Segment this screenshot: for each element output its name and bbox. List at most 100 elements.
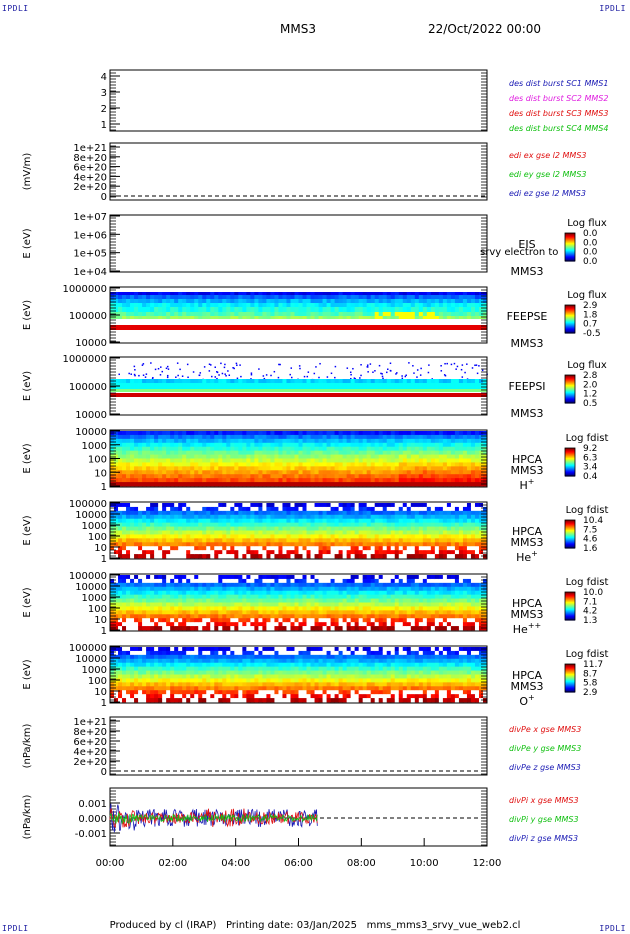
colorbar-cell — [565, 321, 575, 323]
spectrogram-cell — [222, 526, 227, 531]
spectrogram-cell — [266, 303, 271, 307]
spectrogram-cell — [166, 365, 169, 368]
spectrogram-cell — [130, 446, 135, 452]
spectrogram-cell — [298, 554, 303, 559]
y-tick-label: 10000 — [75, 410, 107, 421]
spectrogram-cell — [122, 522, 127, 527]
spectrogram-cell — [118, 434, 123, 440]
spectrogram-cell — [138, 299, 143, 303]
spectrogram-cell — [206, 518, 211, 524]
spectrogram-cell — [406, 462, 412, 467]
spectrogram-cell — [282, 478, 287, 483]
spectrogram-cell — [154, 534, 159, 539]
spectrogram-cell — [226, 316, 231, 319]
spectrogram-cell — [134, 626, 139, 631]
spectrogram-cell — [138, 374, 140, 377]
spectrogram-cell — [366, 454, 372, 459]
spectrogram-cell — [274, 450, 279, 455]
spectrogram-cell — [278, 510, 283, 516]
spectrogram-cell — [122, 534, 127, 539]
spectrogram-cell — [138, 458, 143, 463]
spectrogram-cell — [282, 458, 287, 463]
spectrogram-cell — [366, 542, 372, 547]
spectrogram-cell — [150, 446, 155, 452]
spectrogram-cell — [318, 442, 323, 448]
spectrogram-cell — [186, 466, 191, 471]
spectrogram-cell — [474, 446, 480, 452]
spectrogram-cell — [114, 295, 119, 299]
spectrogram-cell — [354, 526, 360, 531]
spectrogram-cell — [406, 438, 412, 444]
spectrogram-cell — [455, 368, 457, 370]
spectrogram-cell — [374, 325, 380, 330]
spectrogram-cell — [118, 550, 123, 555]
spectrogram-cell — [146, 614, 151, 619]
spectrogram-cell — [254, 393, 259, 397]
spectrogram-cell — [154, 614, 159, 619]
spectrogram-cell — [358, 303, 364, 307]
spectrogram-cell — [342, 470, 348, 475]
spectrogram-cell — [290, 325, 295, 330]
spectrogram-cell — [466, 292, 472, 295]
spectrogram-cell — [394, 438, 400, 444]
spectrogram-cell — [194, 622, 199, 627]
spectrogram-cell — [342, 514, 348, 520]
spectrogram-cell — [290, 534, 295, 539]
spectrogram-cell — [238, 518, 243, 524]
spectrogram-cell — [134, 538, 139, 543]
spectrogram-cell — [286, 292, 291, 295]
spectrogram-cell — [358, 446, 364, 452]
spectrogram-cell — [246, 554, 251, 559]
spectrogram-cell — [222, 450, 227, 455]
spectrogram-cell — [350, 325, 356, 330]
spectrogram-cell — [238, 614, 243, 619]
spectrogram-cell — [390, 542, 396, 547]
colorbar-cell — [565, 538, 575, 540]
spectrogram-cell — [186, 594, 191, 599]
spectrogram-cell — [346, 482, 352, 487]
spectrogram-cell — [310, 510, 315, 516]
spectrogram-cell — [270, 550, 275, 555]
spectrogram-cell — [326, 295, 331, 299]
spectrogram-cell — [298, 506, 303, 512]
spectrogram-cell — [238, 503, 243, 508]
spectrogram-cell — [126, 316, 131, 319]
spectrogram-cell — [334, 295, 340, 299]
spectrogram-cell — [122, 518, 127, 524]
spectrogram-cell — [218, 299, 223, 303]
spectrogram-cell — [330, 299, 335, 303]
spectrogram-cell — [266, 474, 271, 479]
spectrogram-cell — [214, 434, 219, 440]
spectrogram-cell — [410, 546, 416, 551]
spectrogram-cell — [270, 312, 275, 316]
spectrogram-cell — [234, 606, 239, 611]
spectrogram-cell — [158, 590, 163, 596]
spectrogram-cell — [294, 478, 299, 483]
spectrogram-cell — [222, 614, 227, 619]
spectrogram-cell — [246, 307, 251, 312]
spectrogram-cell — [390, 442, 396, 448]
spectrogram-cell — [418, 434, 424, 440]
spectrogram-cell — [234, 530, 239, 535]
spectrogram-cell — [162, 434, 167, 440]
spectrogram-cell — [398, 325, 404, 330]
spectrogram-cell — [150, 542, 155, 547]
spectrogram-cell — [142, 554, 147, 559]
spectrogram-cell — [302, 389, 307, 392]
spectrogram-cell — [178, 470, 183, 475]
spectrogram-cell — [158, 530, 163, 535]
spectrogram-cell — [302, 325, 307, 330]
spectrogram-cell — [358, 462, 364, 467]
spectrogram-cell — [286, 550, 291, 555]
spectrogram-cell — [158, 514, 163, 520]
spectrogram-cell — [126, 598, 131, 603]
spectrogram-cell — [194, 514, 199, 520]
spectrogram-cell — [422, 470, 428, 475]
spectrogram-cell — [306, 522, 311, 527]
spectrogram-cell — [386, 474, 392, 479]
spectrogram-cell — [122, 506, 127, 512]
spectrogram-cell — [394, 383, 400, 389]
spectrogram-cell — [314, 312, 319, 316]
spectrogram-cell — [450, 292, 456, 295]
